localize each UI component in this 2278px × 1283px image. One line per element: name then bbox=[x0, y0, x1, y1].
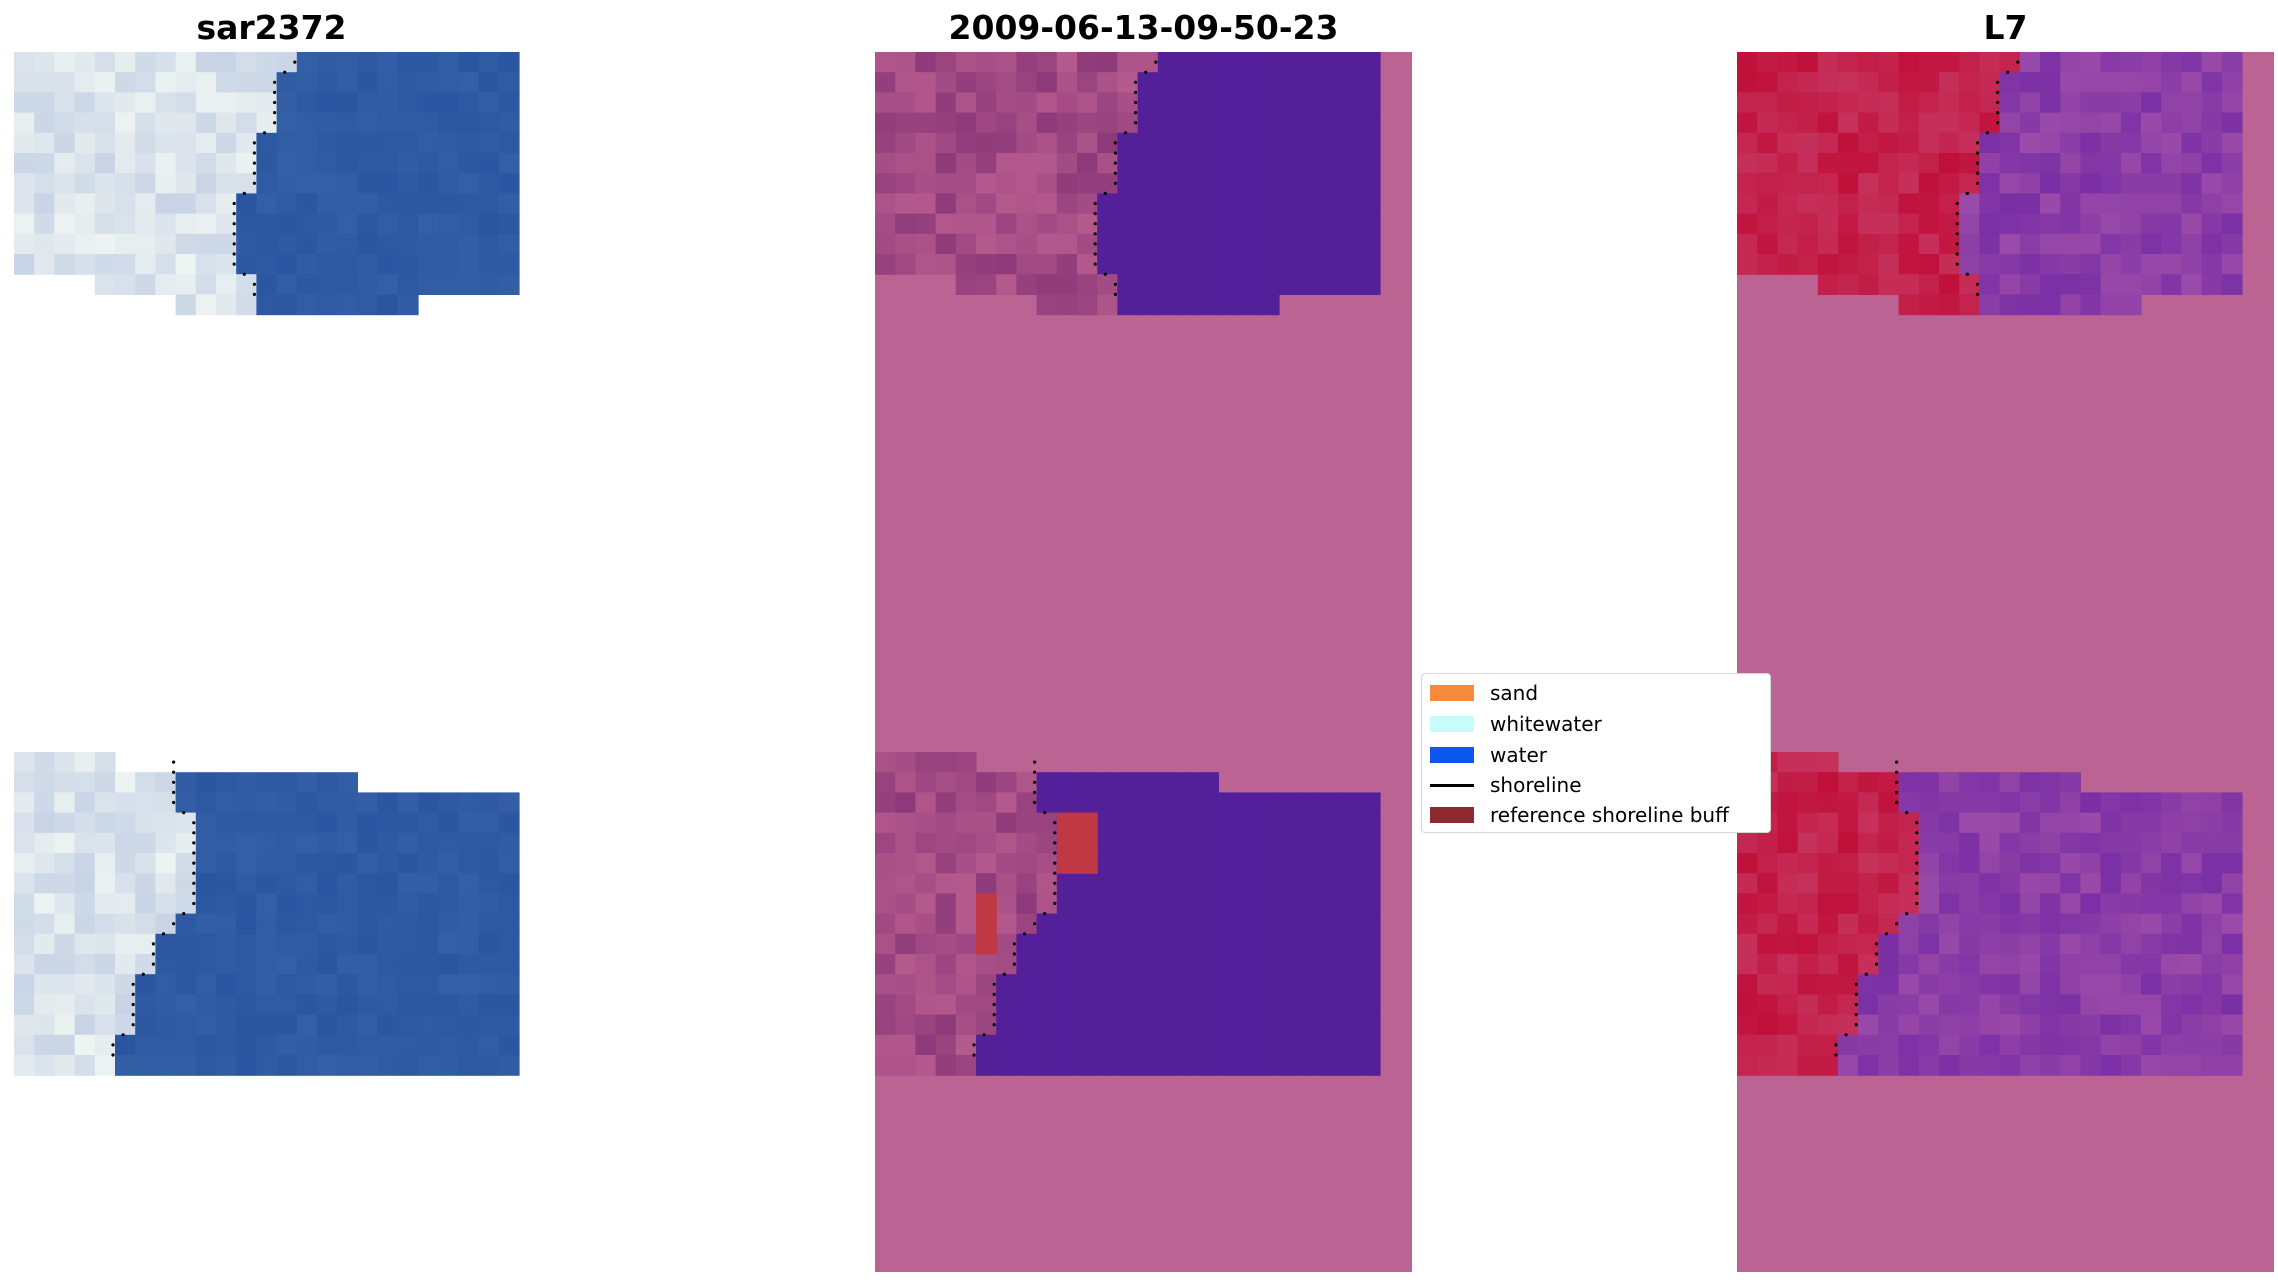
legend-label-water: water bbox=[1490, 743, 1547, 767]
shoreline-dots bbox=[111, 60, 297, 1057]
sand-swatch bbox=[1430, 685, 1474, 701]
legend-label-reference-buffer: reference shoreline buff bbox=[1490, 803, 1729, 827]
shoreline-line-swatch bbox=[1430, 783, 1474, 787]
whitewater-swatch bbox=[1430, 716, 1474, 732]
classified-image bbox=[875, 52, 1412, 1272]
l7-image bbox=[1737, 52, 2274, 1272]
legend-item-water: water bbox=[1430, 740, 1547, 770]
legend: sand whitewater water shoreline referenc… bbox=[1421, 673, 1771, 833]
classified-image-panel bbox=[875, 52, 1412, 1272]
water-swatch bbox=[1430, 747, 1474, 763]
l7-image-panel bbox=[1737, 52, 2274, 1272]
shoreline-dots bbox=[972, 60, 1158, 1057]
panel-title-mndwi: L7 bbox=[1983, 8, 2028, 47]
rgb-image-panel bbox=[14, 52, 529, 1272]
legend-label-shoreline: shoreline bbox=[1490, 773, 1582, 797]
reference-buffer-swatch bbox=[1430, 807, 1474, 823]
classified-pixel-grid bbox=[875, 52, 1412, 1272]
panel-title-classified: 2009-06-13-09-50-23 bbox=[948, 8, 1339, 47]
legend-item-whitewater: whitewater bbox=[1430, 709, 1602, 739]
legend-item-shoreline: shoreline bbox=[1430, 770, 1582, 800]
legend-item-sand: sand bbox=[1430, 678, 1538, 708]
legend-label-whitewater: whitewater bbox=[1490, 712, 1602, 736]
panel-title-rgb: sar2372 bbox=[196, 8, 347, 47]
rgb-pixel-grid bbox=[14, 52, 520, 1076]
shoreline-dots bbox=[1834, 60, 2020, 1057]
rgb-image bbox=[14, 52, 520, 1076]
legend-item-reference-buffer: reference shoreline buff bbox=[1430, 800, 1729, 830]
l7-pixel-grid bbox=[1737, 52, 2274, 1272]
legend-label-sand: sand bbox=[1490, 681, 1539, 705]
